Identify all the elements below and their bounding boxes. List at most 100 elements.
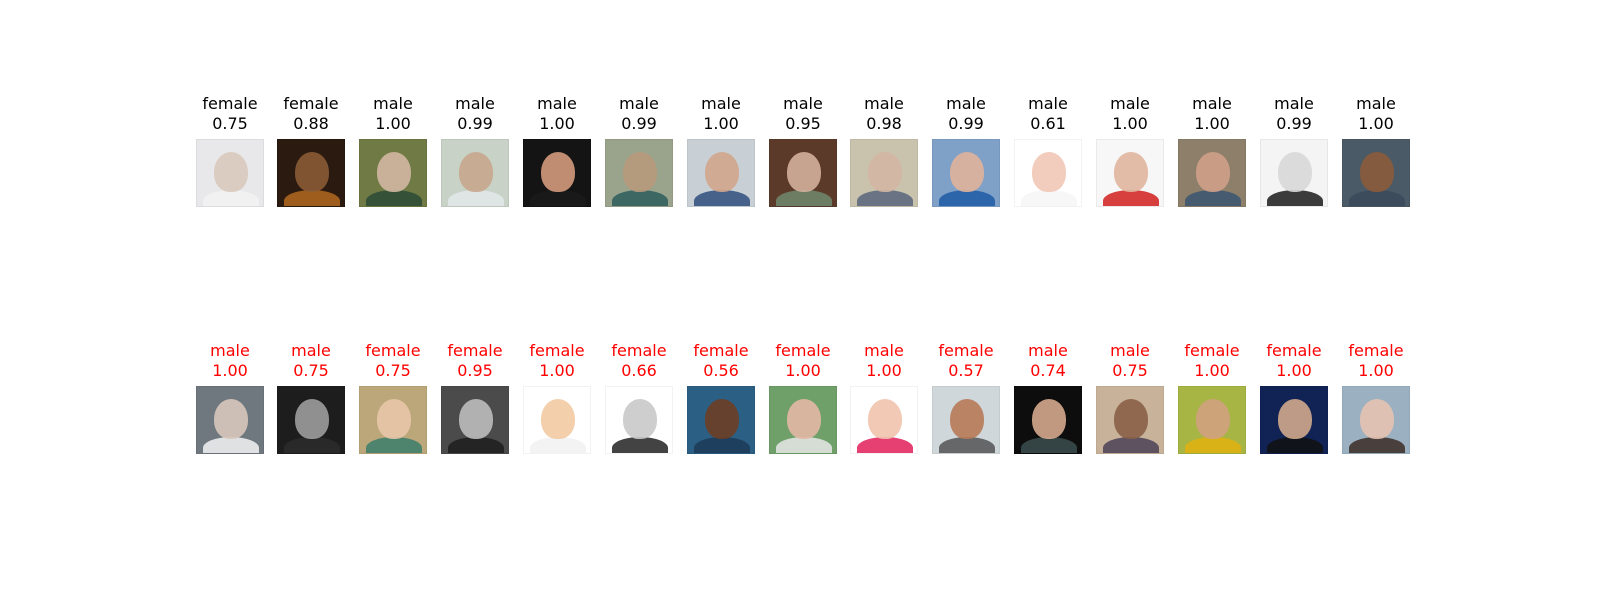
prediction-item: female 0.88 [271, 94, 351, 234]
face-shape [377, 152, 411, 192]
face-shape [705, 399, 739, 439]
prediction-caption: male 1.00 [497, 94, 617, 134]
face-shape [459, 399, 493, 439]
prediction-item: female 0.56 [681, 341, 761, 481]
face-thumbnail [932, 139, 1000, 207]
confidence-score: 0.99 [1276, 114, 1312, 133]
shoulders-shape [203, 437, 259, 453]
predicted-label: female [1266, 341, 1322, 360]
prediction-caption: male 0.99 [1234, 94, 1354, 134]
face-shape [459, 152, 493, 192]
prediction-item: female 1.00 [1336, 341, 1416, 481]
shoulders-shape [1021, 437, 1077, 453]
face-thumbnail [1178, 386, 1246, 454]
predicted-label: female [693, 341, 749, 360]
predicted-label: male [1356, 94, 1396, 113]
prediction-item: male 1.00 [1090, 94, 1170, 234]
shoulders-shape [1103, 437, 1159, 453]
prediction-item: male 0.98 [844, 94, 924, 234]
shoulders-shape [857, 190, 913, 206]
shoulders-shape [284, 190, 340, 206]
predicted-label: female [611, 341, 667, 360]
predicted-label: male [619, 94, 659, 113]
shoulders-shape [939, 437, 995, 453]
confidence-score: 0.75 [212, 114, 248, 133]
predicted-label: male [701, 94, 741, 113]
prediction-caption: female 0.95 [415, 341, 535, 381]
confidence-score: 1.00 [866, 361, 902, 380]
predicted-label: male [537, 94, 577, 113]
prediction-caption: male 1.00 [1152, 94, 1272, 134]
face-thumbnail [605, 139, 673, 207]
face-thumbnail [850, 139, 918, 207]
confidence-score: 1.00 [1194, 361, 1230, 380]
prediction-caption: male 1.00 [1070, 94, 1190, 134]
prediction-caption: female 1.00 [497, 341, 617, 381]
predicted-label: male [864, 341, 904, 360]
prediction-item: male 0.95 [763, 94, 843, 234]
face-shape [541, 152, 575, 192]
predicted-label: female [447, 341, 503, 360]
prediction-item: male 0.61 [1008, 94, 1088, 234]
predicted-label: male [946, 94, 986, 113]
confidence-score: 0.75 [375, 361, 411, 380]
predicted-label: male [1192, 94, 1232, 113]
face-thumbnail [1096, 139, 1164, 207]
shoulders-shape [776, 190, 832, 206]
face-shape [295, 399, 329, 439]
predicted-label: female [938, 341, 994, 360]
predicted-label: male [455, 94, 495, 113]
predicted-label: female [1184, 341, 1240, 360]
shoulders-shape [1185, 190, 1241, 206]
face-shape [1196, 399, 1230, 439]
face-thumbnail [1014, 139, 1082, 207]
face-shape [1360, 399, 1394, 439]
predicted-label: male [1110, 94, 1150, 113]
predicted-label: female [529, 341, 585, 360]
confidence-score: 0.61 [1030, 114, 1066, 133]
confidence-score: 0.56 [703, 361, 739, 380]
predicted-label: male [1028, 341, 1068, 360]
face-shape [214, 399, 248, 439]
face-thumbnail [1260, 139, 1328, 207]
face-thumbnail [850, 386, 918, 454]
confidence-score: 1.00 [1194, 114, 1230, 133]
face-shape [541, 399, 575, 439]
shoulders-shape [612, 190, 668, 206]
prediction-item: male 1.00 [681, 94, 761, 234]
prediction-caption: male 0.99 [415, 94, 535, 134]
confidence-score: 0.95 [785, 114, 821, 133]
shoulders-shape [366, 437, 422, 453]
confidence-score: 1.00 [785, 361, 821, 380]
predicted-label: female [1348, 341, 1404, 360]
confidence-score: 0.88 [293, 114, 329, 133]
face-thumbnail [1178, 139, 1246, 207]
prediction-caption: male 0.99 [579, 94, 699, 134]
prediction-item: male 0.99 [926, 94, 1006, 234]
shoulders-shape [1349, 190, 1405, 206]
prediction-caption: male 0.98 [824, 94, 944, 134]
confidence-score: 0.99 [948, 114, 984, 133]
prediction-caption: male 0.99 [906, 94, 1026, 134]
confidence-score: 0.98 [866, 114, 902, 133]
face-shape [214, 152, 248, 192]
prediction-item: male 1.00 [1336, 94, 1416, 234]
prediction-item: male 1.00 [844, 341, 924, 481]
prediction-item: female 0.57 [926, 341, 1006, 481]
face-thumbnail [277, 386, 345, 454]
face-thumbnail [196, 139, 264, 207]
prediction-caption: female 1.00 [1316, 341, 1436, 381]
prediction-caption: female 1.00 [1234, 341, 1354, 381]
predicted-label: male [291, 341, 331, 360]
confidence-score: 0.74 [1030, 361, 1066, 380]
confidence-score: 1.00 [212, 361, 248, 380]
face-thumbnail [359, 386, 427, 454]
confidence-score: 1.00 [1112, 114, 1148, 133]
prediction-item: male 0.75 [271, 341, 351, 481]
face-shape [1278, 399, 1312, 439]
shoulders-shape [1185, 437, 1241, 453]
shoulders-shape [776, 437, 832, 453]
prediction-caption: male 1.00 [1316, 94, 1436, 134]
prediction-item: female 0.95 [435, 341, 515, 481]
face-thumbnail [359, 139, 427, 207]
